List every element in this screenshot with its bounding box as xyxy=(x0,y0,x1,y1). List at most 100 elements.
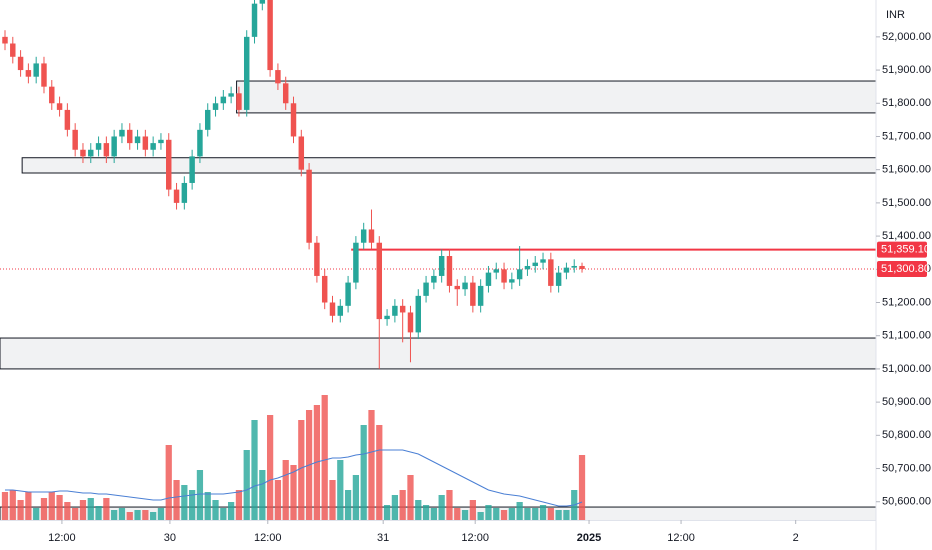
volume-bar xyxy=(33,508,40,520)
candle-body xyxy=(477,285,484,306)
candle-body xyxy=(415,295,422,333)
volume-bar xyxy=(407,475,414,520)
candle-body xyxy=(485,272,492,286)
volume-bar xyxy=(126,512,133,520)
volume-bar xyxy=(212,500,219,520)
volume-bar xyxy=(87,498,94,520)
candle-body xyxy=(56,103,63,110)
candle-body xyxy=(548,259,554,286)
volume-bar xyxy=(555,510,562,520)
y-tick-label: 50,900.00 xyxy=(882,396,931,408)
volume-bar xyxy=(189,490,196,520)
candle-body xyxy=(181,182,188,203)
volume-bar xyxy=(64,502,71,520)
volume-bar xyxy=(329,480,336,520)
y-tick-label: 50,600.00 xyxy=(882,496,931,508)
candle-body xyxy=(384,315,390,320)
candle-body xyxy=(49,86,55,104)
candle-body xyxy=(563,267,570,273)
candle-body xyxy=(189,156,195,183)
volume-bar xyxy=(516,502,523,520)
volume-bar xyxy=(228,502,235,520)
candle-body xyxy=(579,265,585,270)
candle-body xyxy=(524,265,531,270)
candle-body xyxy=(306,169,312,243)
volume-bar xyxy=(446,490,453,520)
candle-body xyxy=(501,269,507,283)
volume-bar xyxy=(415,500,422,520)
candle-body xyxy=(259,0,266,4)
candle-body xyxy=(103,143,110,157)
volume-bar xyxy=(1,492,9,520)
candle-body xyxy=(540,259,546,263)
zone xyxy=(0,506,876,520)
x-tick-label: 12:00 xyxy=(461,532,489,544)
candle-body xyxy=(2,36,8,44)
volume-bar xyxy=(399,490,406,520)
volume-bar xyxy=(298,420,305,520)
zone xyxy=(21,157,876,174)
candle-body xyxy=(228,93,234,97)
candle-body xyxy=(17,56,24,71)
volume-bar xyxy=(134,510,141,520)
candle-body xyxy=(555,272,562,286)
volume-bar xyxy=(352,475,360,520)
volume-bar xyxy=(150,512,157,520)
candle-body xyxy=(142,136,149,150)
volume-bar xyxy=(368,410,375,520)
x-tick-label: 30 xyxy=(164,532,176,544)
y-tick-label: 51,100.00 xyxy=(882,330,931,342)
candle-body xyxy=(470,282,476,306)
candle-body xyxy=(134,136,141,144)
candle-body xyxy=(267,0,273,71)
axes: 50,600.00 50,700.00 50,800.00 50,900.00 51,0… xyxy=(48,31,931,544)
volume-bar xyxy=(282,460,289,520)
candle-body xyxy=(166,139,172,190)
candle-body xyxy=(532,262,538,266)
volume-bar xyxy=(422,505,430,520)
y-tick-label: 50,700.00 xyxy=(882,462,931,474)
candle-body xyxy=(438,256,445,276)
volume-bar xyxy=(17,500,24,520)
volume-bar xyxy=(9,490,16,520)
candle-body xyxy=(462,282,468,290)
candle-body xyxy=(197,129,203,157)
y-tick-label: 51,200.00 xyxy=(882,296,931,308)
candle-body xyxy=(353,242,359,283)
candle-body xyxy=(10,43,16,57)
candle-body xyxy=(493,269,499,273)
volume-bar xyxy=(196,470,204,520)
x-tick-label: 2025 xyxy=(577,532,601,544)
volume-bar xyxy=(40,498,48,520)
candle-body xyxy=(423,282,429,296)
candle-body xyxy=(25,70,32,77)
candle-body xyxy=(360,229,367,243)
candle-body xyxy=(275,70,281,84)
candle-body xyxy=(111,136,117,157)
x-tick-label: 12:00 xyxy=(254,532,282,544)
volume-bar xyxy=(321,395,328,520)
volume-bar xyxy=(274,480,282,520)
volume-bar xyxy=(360,425,367,520)
volume-bar xyxy=(485,505,492,520)
candle-body xyxy=(236,93,242,110)
candle-body xyxy=(64,109,71,130)
candle-body xyxy=(243,36,250,110)
volume-bar xyxy=(103,498,110,520)
candle-body xyxy=(337,305,344,316)
volume-bar xyxy=(469,500,476,520)
y-tick-label: 51,600.00 xyxy=(882,164,931,176)
y-tick-label: 51,800.00 xyxy=(882,97,931,109)
volume-bar xyxy=(157,508,165,520)
volume-bar xyxy=(251,420,258,520)
volume-ma-line xyxy=(4,449,583,507)
volume-bar xyxy=(532,508,539,520)
volume-bar xyxy=(25,492,32,520)
candle-body xyxy=(72,129,78,150)
y-tick-label: 51,700.00 xyxy=(882,130,931,142)
candle-body xyxy=(376,242,383,320)
candle-body xyxy=(329,302,336,316)
candle-body xyxy=(251,3,258,37)
